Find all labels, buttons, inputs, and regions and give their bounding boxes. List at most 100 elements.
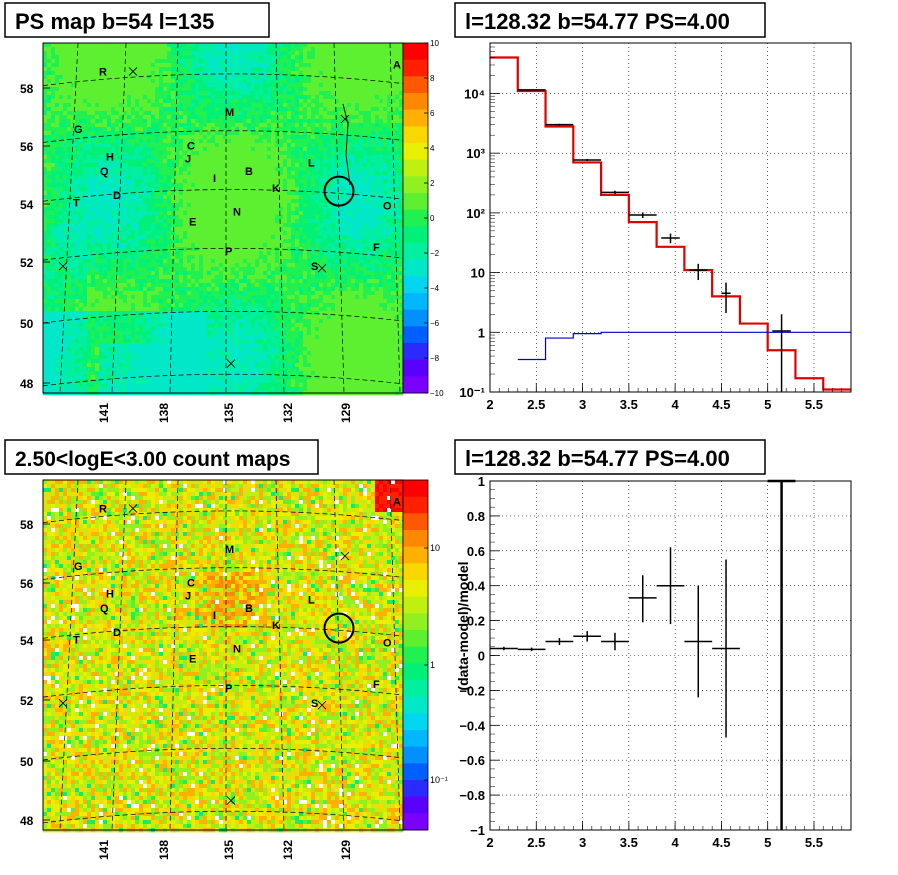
- map-pixel: [287, 171, 292, 176]
- map-pixel: [75, 63, 80, 68]
- ps-map-image[interactable]: [42, 42, 404, 396]
- map-pixel: [395, 195, 400, 200]
- map-pixel: [123, 159, 128, 164]
- map-pixel: [263, 127, 268, 132]
- map-pixel: [111, 139, 116, 144]
- map-pixel: [263, 215, 268, 220]
- map-pixel: [375, 63, 380, 68]
- map-pixel: [175, 191, 180, 196]
- map-pixel: [279, 103, 284, 108]
- map-pixel: [291, 203, 296, 208]
- map-pixel: [263, 139, 268, 144]
- map-pixel: [275, 243, 280, 248]
- map-pixel: [163, 143, 168, 148]
- map-pixel: [167, 187, 172, 192]
- map-pixel: [231, 51, 236, 56]
- map-pixel: [103, 163, 108, 168]
- map-pixel: [279, 71, 284, 76]
- map-pixel: [243, 207, 248, 212]
- map-pixel: [215, 263, 220, 268]
- map-pixel: [255, 195, 260, 200]
- map-pixel: [83, 215, 88, 220]
- map-pixel: [195, 83, 200, 88]
- map-pixel: [239, 115, 244, 120]
- map-pixel: [359, 151, 364, 156]
- map-pixel: [355, 131, 360, 136]
- map-pixel: [183, 91, 188, 96]
- map-pixel: [203, 95, 208, 100]
- map-pixel: [47, 187, 52, 192]
- map-pixel: [359, 107, 364, 112]
- map-pixel: [87, 183, 92, 188]
- map-pixel: [339, 51, 344, 56]
- map-pixel: [143, 75, 148, 80]
- map-pixel: [203, 119, 208, 124]
- map-pixel: [311, 55, 316, 60]
- map-pixel: [75, 259, 80, 264]
- map-pixel: [175, 103, 180, 108]
- map-pixel: [131, 223, 136, 228]
- map-pixel: [175, 147, 180, 152]
- map-pixel: [143, 199, 148, 204]
- map-pixel: [375, 115, 380, 120]
- map-pixel: [211, 199, 216, 204]
- map-pixel: [119, 115, 124, 120]
- map-pixel: [295, 235, 300, 240]
- map-pixel: [179, 179, 184, 184]
- map-pixel: [283, 251, 288, 256]
- map-pixel: [135, 71, 140, 76]
- map-pixel: [175, 99, 180, 104]
- map-pixel: [299, 199, 304, 204]
- map-pixel: [167, 247, 172, 252]
- map-pixel: [43, 63, 48, 68]
- map-pixel: [51, 55, 56, 60]
- map-pixel: [339, 155, 344, 160]
- map-pixel: [147, 127, 152, 132]
- map-pixel: [231, 127, 236, 132]
- map-pixel: [119, 47, 124, 52]
- map-pixel: [347, 75, 352, 80]
- map-pixel: [363, 79, 368, 84]
- map-pixel: [267, 175, 272, 180]
- map-pixel: [123, 99, 128, 104]
- map-pixel: [279, 167, 284, 172]
- map-pixel: [155, 43, 160, 48]
- map-pixel: [207, 263, 212, 268]
- map-pixel: [351, 223, 356, 228]
- map-pixel: [199, 231, 204, 236]
- map-pixel: [215, 139, 220, 144]
- map-pixel: [243, 171, 248, 176]
- map-pixel: [295, 107, 300, 112]
- map-pixel: [223, 179, 228, 184]
- map-pixel: [323, 215, 328, 220]
- map-pixel: [135, 195, 140, 200]
- map-pixel: [267, 219, 272, 224]
- map-pixel: [219, 107, 224, 112]
- map-pixel: [155, 159, 160, 164]
- map-pixel: [251, 55, 256, 60]
- map-pixel: [279, 227, 284, 232]
- map-pixel: [247, 111, 252, 116]
- map-pixel: [123, 215, 128, 220]
- map-pixel: [339, 139, 344, 144]
- map-pixel: [79, 187, 84, 192]
- map-pixel: [383, 115, 388, 120]
- map-pixel: [223, 115, 228, 120]
- map-pixel: [163, 183, 168, 188]
- map-pixel: [203, 103, 208, 108]
- map-pixel: [103, 107, 108, 112]
- map-pixel: [47, 159, 52, 164]
- map-pixel: [311, 167, 316, 172]
- map-pixel: [235, 119, 240, 124]
- map-pixel: [227, 111, 232, 116]
- map-pixel: [335, 183, 340, 188]
- map-pixel: [175, 167, 180, 172]
- map-pixel: [215, 131, 220, 136]
- map-pixel: [159, 179, 164, 184]
- map-pixel: [195, 259, 200, 264]
- map-pixel: [187, 115, 192, 120]
- map-pixel: [99, 147, 104, 152]
- map-pixel: [227, 159, 232, 164]
- map-pixel: [271, 243, 276, 248]
- map-pixel: [207, 207, 212, 212]
